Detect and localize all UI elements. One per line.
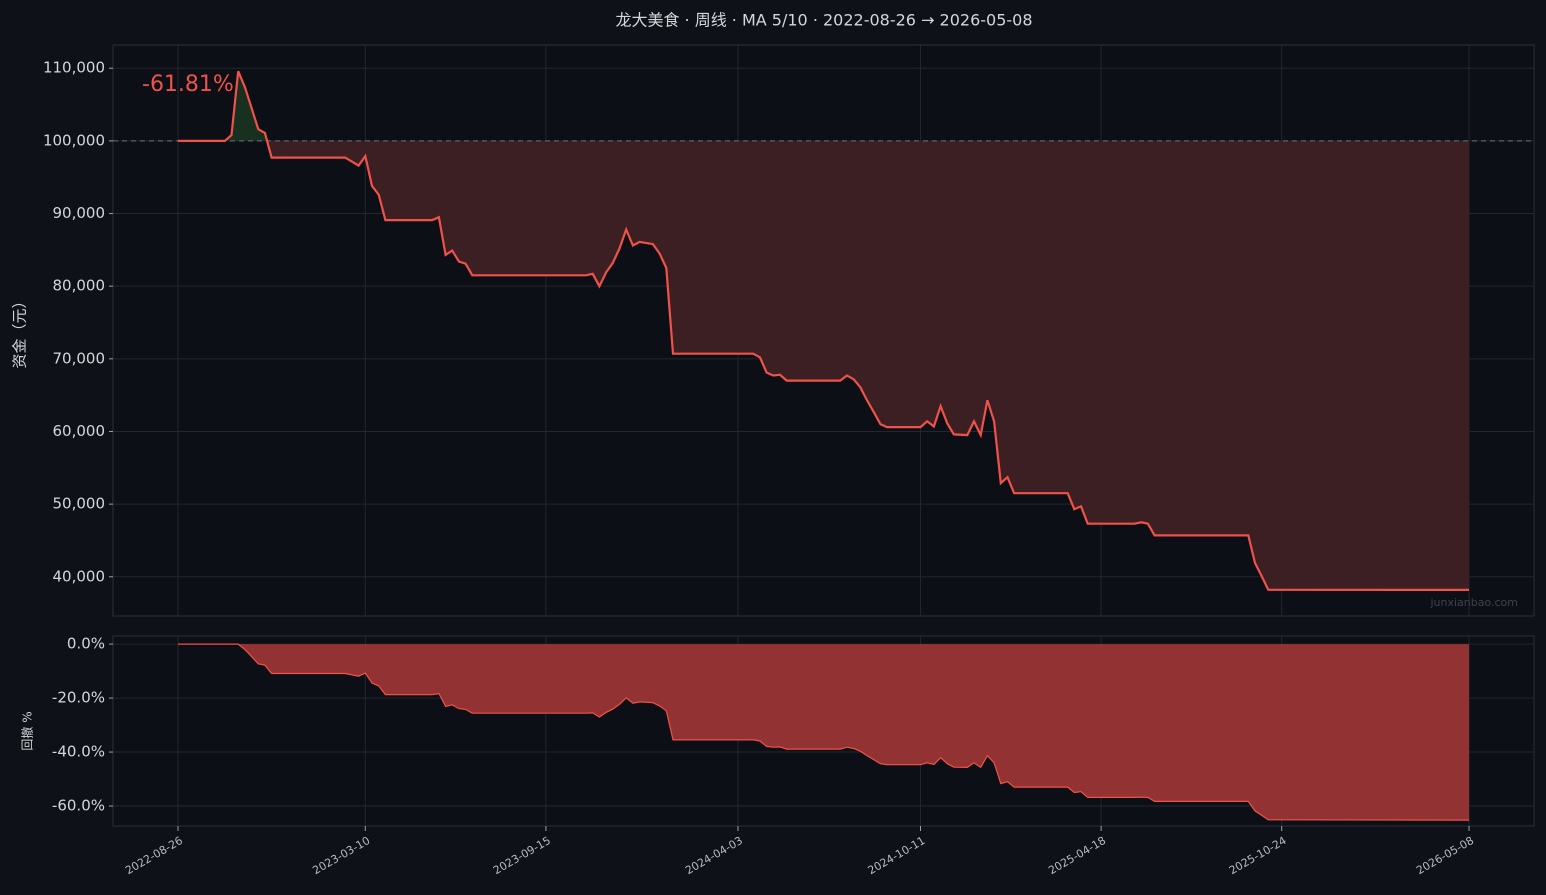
y-tick-label: 40,000 xyxy=(53,567,106,585)
y-tick-label: -40.0% xyxy=(52,743,105,761)
y-tick-label: 90,000 xyxy=(53,204,106,222)
x-tick-label: 2026-05-08 xyxy=(1414,834,1476,877)
x-tick-label: 2023-03-10 xyxy=(310,834,372,877)
y-tick-label: 60,000 xyxy=(53,422,106,440)
drawdown-fill xyxy=(177,644,1470,821)
x-tick-label: 2022-08-26 xyxy=(123,834,185,877)
y-tick-label: 80,000 xyxy=(53,277,106,295)
watermark: junxianbao.com xyxy=(1429,596,1518,609)
y-tick-label: 0.0% xyxy=(67,635,105,653)
x-tick-label: 2025-04-18 xyxy=(1046,834,1108,877)
chart-title: 龙大美食 · 周线 · MA 5/10 · 2022-08-26 → 2026-… xyxy=(615,11,1032,30)
x-tick-label: 2024-10-11 xyxy=(866,834,928,877)
y-tick-label: 100,000 xyxy=(43,131,105,149)
x-tick-label: 2025-10-24 xyxy=(1227,834,1289,877)
loss-fill xyxy=(267,140,1470,590)
y-tick-label: -20.0% xyxy=(52,689,105,707)
y-tick-label: 50,000 xyxy=(53,495,106,513)
y-tick-label: 70,000 xyxy=(53,349,106,367)
y-tick-label: 110,000 xyxy=(43,59,105,77)
x-tick-label: 2023-09-15 xyxy=(491,834,553,877)
annotation: -61.81% xyxy=(142,72,234,97)
equity-line xyxy=(178,70,1470,591)
y-axis-label: 回撤 % xyxy=(20,711,35,750)
y-tick-label: -60.0% xyxy=(52,797,105,815)
drawdown-line xyxy=(178,643,1470,821)
y-axis-label: 资金（元） xyxy=(11,293,29,368)
x-tick-label: 2024-04-03 xyxy=(683,834,745,877)
